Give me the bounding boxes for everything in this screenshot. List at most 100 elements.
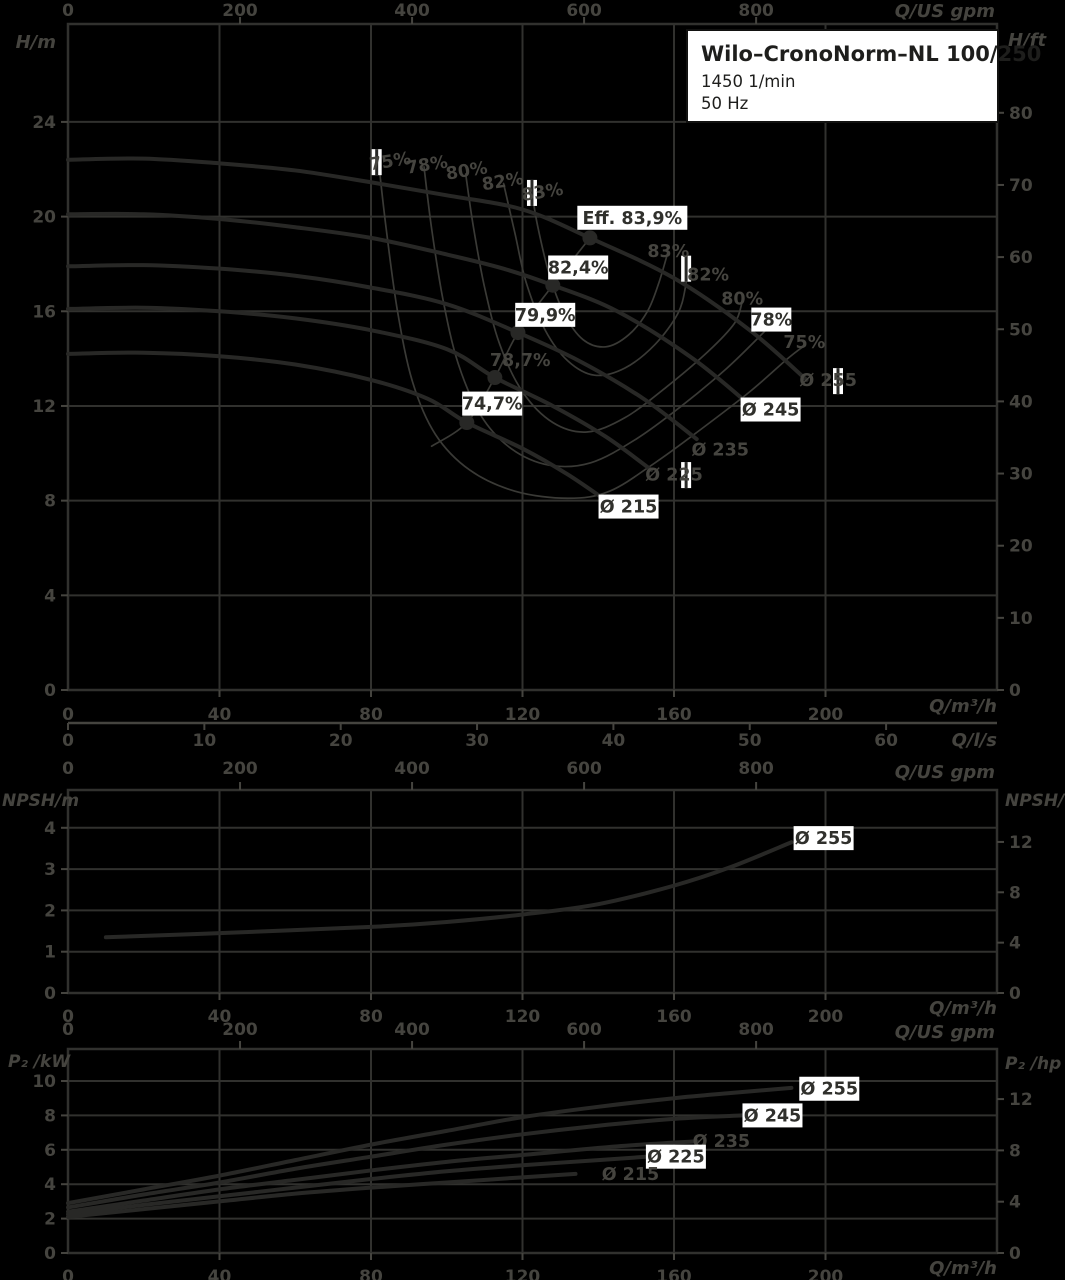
ls-tick-label: 50: [738, 731, 762, 751]
bep-dot: [582, 230, 598, 246]
hq-curve-Ø235: [66, 263, 699, 442]
hq-series-label: Ø 235: [691, 441, 749, 461]
hq-left-tick-label: 4: [44, 586, 56, 606]
npsh-gpm-tick-label: 800: [738, 759, 774, 779]
pwr-series-label: Ø 245: [744, 1106, 802, 1126]
pwr-right-tick-label: 8: [1009, 1141, 1021, 1161]
hq-gpm-tick-label: 600: [566, 1, 602, 21]
pwr-gpm-tick-label: 0: [62, 1020, 74, 1040]
title-box-frame: [686, 29, 999, 123]
hq-series-label: Ø 215: [600, 498, 658, 518]
hq-m3h-tick-label: 0: [62, 705, 74, 725]
hq-curve-Ø215: [66, 350, 612, 506]
hq-right-tick-label: 10: [1009, 609, 1033, 629]
npsh-left-tick-label: 2: [44, 901, 56, 921]
npsh-left-axis-unit: NPSH/m: [2, 791, 79, 811]
hq-series-label: 74,7%: [462, 395, 523, 415]
npsh-m3h-tick-label: 160: [656, 1007, 692, 1027]
pwr-curve-Ø225: [66, 1154, 650, 1217]
npsh-m3h-tick-label: 200: [808, 1007, 844, 1027]
label-chip: [799, 1076, 860, 1101]
npsh-m3h-tick-label: 120: [505, 1007, 541, 1027]
hq-top-axis-unit: Q/US gpm: [895, 1, 995, 22]
pwr-curve-Ø255: [66, 1085, 794, 1206]
npsh-gpm-tick-label: 200: [222, 759, 258, 779]
ls-tick-label: 0: [62, 731, 74, 751]
npsh-right-tick-label: 8: [1009, 883, 1021, 903]
label-chip: [645, 1144, 706, 1169]
hq-left-tick-label: 12: [32, 397, 56, 417]
pwr-right-tick-label: 4: [1009, 1193, 1021, 1213]
npsh-m3h-tick-label: 40: [208, 1007, 232, 1027]
npsh-left-tick-label: 3: [44, 860, 56, 880]
label-chip: [742, 1103, 803, 1128]
label-chip: [515, 302, 576, 327]
hq-right-axis-unit: H/ft: [1008, 30, 1047, 51]
hq-right-tick-label: 70: [1009, 176, 1033, 196]
ls-tick-label: 20: [329, 731, 353, 751]
label-chip: [548, 255, 609, 280]
pwr-left-axis-unit: P₂ /kW: [8, 1052, 71, 1072]
label-chip: [793, 826, 854, 851]
npsh-bottom-axis-unit: Q/m³/h: [929, 998, 997, 1019]
hq-m3h-tick-label: 160: [656, 705, 692, 725]
hq-right-tick-label: 50: [1009, 320, 1033, 340]
ls-tick-label: 60: [874, 731, 898, 751]
bep-dot: [510, 325, 526, 341]
hq-right-tick-label: 30: [1009, 465, 1033, 485]
label-chip: [577, 205, 688, 230]
bep-dot: [545, 277, 561, 293]
pwr-right-tick-label: 0: [1009, 1244, 1021, 1264]
hq-curve-Ø225: [66, 305, 654, 472]
hq-m3h-tick-label: 200: [808, 705, 844, 725]
hq-left-tick-label: 24: [32, 113, 56, 133]
hq-series-label: 82%: [687, 266, 729, 286]
efficiency-line-83%: [531, 192, 669, 348]
hq-curve-Ø245: [66, 211, 756, 411]
npsh-gpm-tick-label: 600: [566, 759, 602, 779]
hq-right-tick-label: 60: [1009, 248, 1033, 268]
npsh-left-tick-label: 1: [44, 943, 56, 963]
npsh-gpm-tick-label: 0: [62, 759, 74, 779]
hq-series-label: 82,4%: [548, 258, 609, 278]
pwr-series-label: Ø 255: [801, 1080, 859, 1100]
hq-curve-Ø255: [66, 156, 809, 382]
hq-right-tick-label: 40: [1009, 392, 1033, 412]
pwr-left-tick-label: 6: [44, 1141, 56, 1161]
hq-left-axis-unit: H/m: [16, 32, 56, 53]
hq-gpm-tick-label: 0: [62, 1, 74, 21]
hq-left-tick-label: 0: [44, 681, 56, 701]
npsh-left-tick-label: 4: [44, 819, 56, 839]
hq-series-label: Eff. 83,9%: [583, 209, 683, 229]
npsh-curve-Ø255: [103, 840, 794, 940]
pump-speed: 1450 1/min: [701, 72, 795, 91]
pwr-curve-Ø235: [66, 1139, 699, 1214]
ls-axis-unit: Q/l/s: [952, 730, 998, 751]
hq-series-label: Ø 245: [742, 401, 800, 421]
hq-gpm-tick-label: 200: [222, 1, 258, 21]
label-chip: [751, 307, 792, 332]
pwr-gpm-tick-label: 400: [394, 1020, 430, 1040]
hq-series-label: 75%: [783, 333, 825, 353]
hq-left-tick-label: 20: [32, 208, 56, 228]
pump-model-title: Wilo–CronoNorm–NL 100/250: [701, 42, 1041, 66]
hq-right-tick-label: 20: [1009, 537, 1033, 557]
npsh-gpm-tick-label: 400: [394, 759, 430, 779]
pwr-m3h-tick-label: 160: [656, 1267, 692, 1280]
pwr-m3h-tick-label: 120: [505, 1267, 541, 1280]
pwr-right-axis-unit: P₂ /hp: [1005, 1054, 1061, 1074]
hq-m3h-tick-label: 80: [359, 705, 383, 725]
pwr-curve-Ø215: [66, 1171, 578, 1219]
hq-left-tick-label: 16: [32, 302, 56, 322]
pwr-left-tick-label: 2: [44, 1210, 56, 1230]
npsh-series-label: Ø 255: [795, 829, 853, 849]
hq-right-tick-label: 0: [1009, 681, 1021, 701]
npsh-right-axis-unit: NPSH/ft: [1005, 791, 1065, 811]
hq-gpm-tick-label: 400: [394, 1, 430, 21]
pwr-gpm-tick-label: 800: [738, 1020, 774, 1040]
ls-tick-label: 30: [465, 731, 489, 751]
npsh-top-axis-unit: Q/US gpm: [895, 762, 995, 783]
